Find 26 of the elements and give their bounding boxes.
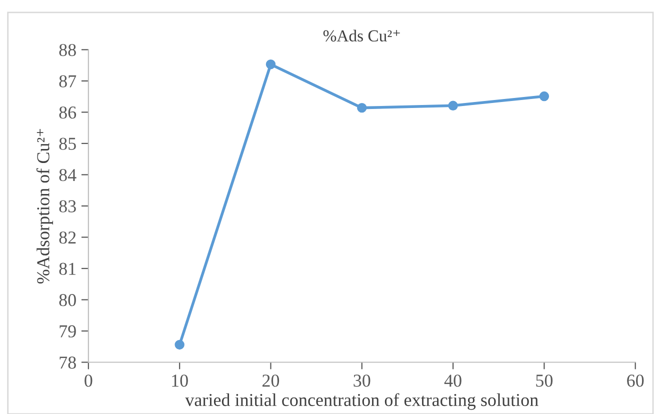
x-tick-label: 10 [172,374,188,387]
point [266,60,276,70]
y-axis-title: %Adsorption of Cu²⁺ [36,128,54,284]
point [357,102,367,113]
y-tick-label: 79 [60,325,76,338]
x-tick-label: 30 [354,374,370,387]
y-tick-label: 82 [59,231,76,244]
x-tick-label: 40 [444,374,462,387]
x-tick-label: 20 [262,374,280,387]
y-tick-label: 85 [59,138,76,150]
y-tick-label: 81 [59,262,76,275]
y-tick-label: 87 [59,75,76,88]
point [174,340,184,350]
y-tick-label: 84 [59,168,76,182]
y-tick-label: 83 [59,200,76,212]
y-tick-label: 80 [59,294,76,306]
x-tick-label: 0 [84,374,92,387]
point [448,100,458,110]
y-tick-label: 78 [60,356,76,369]
chart-title: %Ads Cu²⁺ [323,30,400,42]
x-tick-label: 60 [627,374,644,387]
y-tick-label: 86 [59,106,76,119]
x-axis-title: varied initial concentration of extracting solution [185,393,538,410]
x-tick-label: 50 [536,374,553,387]
y-tick-label: 88 [59,44,76,56]
point [539,91,550,102]
